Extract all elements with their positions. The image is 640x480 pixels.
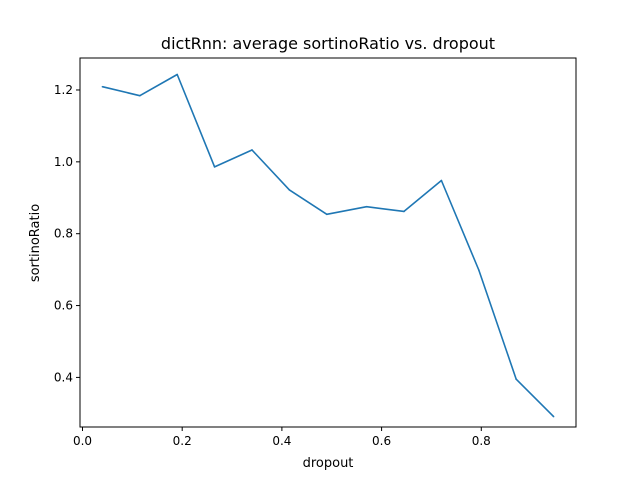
x-axis-label: dropout	[303, 456, 354, 471]
data-point	[477, 269, 480, 271]
data-point	[440, 179, 443, 182]
series-line	[102, 73, 555, 418]
y-tick-label: 0.8	[54, 227, 73, 241]
data-point	[515, 378, 517, 381]
chart-title: dictRnn: average sortinoRatio vs. dropou…	[161, 34, 495, 53]
x-tick-label: 0.2	[173, 434, 192, 448]
x-tick-label: 0.4	[272, 434, 291, 448]
data-point	[213, 166, 216, 168]
data-point	[101, 85, 104, 88]
data-point	[288, 189, 291, 191]
series-layer	[101, 73, 555, 418]
data-point	[325, 213, 328, 216]
y-axis-label: sortinoRatio	[28, 204, 43, 282]
y-tick-label: 0.6	[54, 299, 73, 313]
y-axis: 0.4 0.6 0.8 1.0 1.2	[54, 83, 80, 384]
data-point	[139, 94, 141, 97]
x-tick-label: 0.8	[472, 434, 491, 448]
x-tick-label: 0.0	[73, 434, 92, 448]
x-tick-label: 0.6	[372, 434, 391, 448]
data-point	[365, 205, 368, 208]
data-point	[552, 415, 555, 418]
plot-area-frame	[79, 57, 577, 428]
y-tick-label: 1.0	[54, 155, 73, 169]
y-tick-label: 1.2	[54, 83, 73, 97]
data-point	[176, 73, 179, 76]
data-point	[403, 210, 405, 213]
x-axis: 0.0 0.2 0.4 0.6 0.8	[73, 427, 491, 448]
y-tick-label: 0.4	[54, 370, 73, 384]
data-point	[251, 149, 253, 151]
